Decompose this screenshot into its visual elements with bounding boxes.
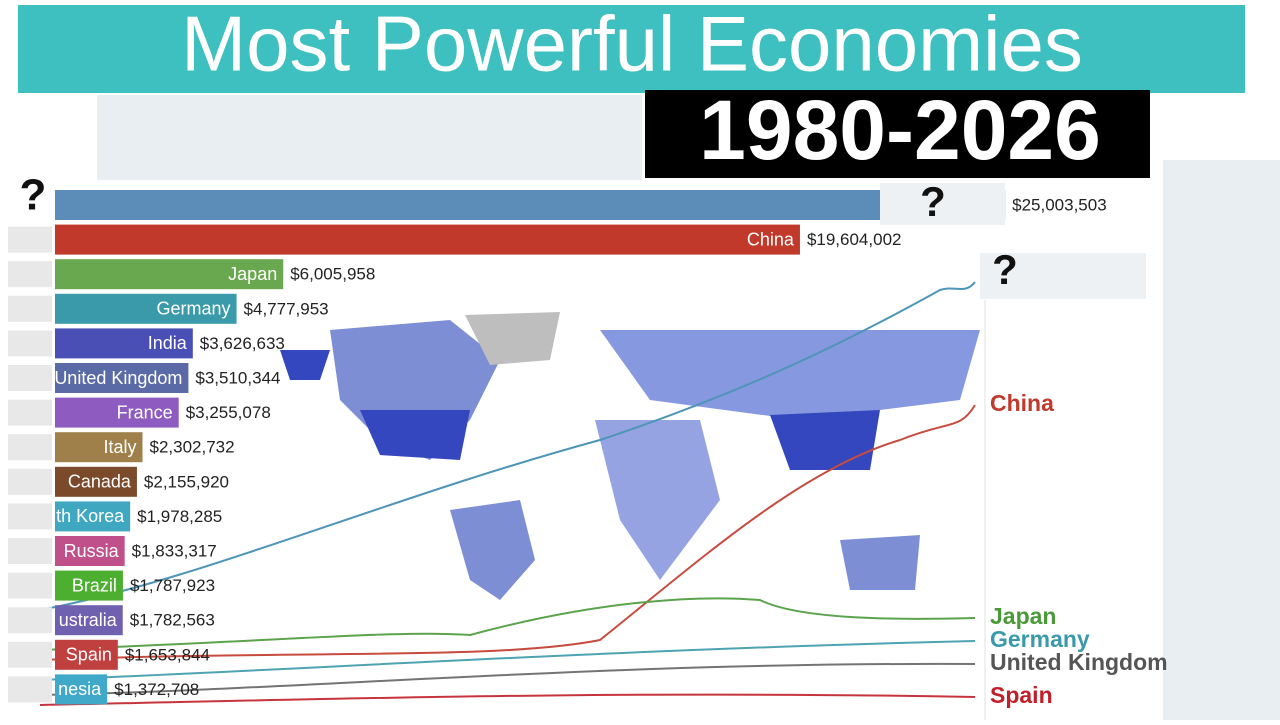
value-label: $2,155,920 xyxy=(144,472,229,491)
value-label: $6,005,958 xyxy=(290,265,375,284)
bar xyxy=(55,328,193,359)
bar-label: Spain xyxy=(66,645,112,665)
bar xyxy=(55,536,125,566)
bar-label: Japan xyxy=(228,264,277,284)
flag xyxy=(8,641,52,668)
world-map xyxy=(39,281,986,720)
line-label: Germany xyxy=(990,626,1090,652)
flag xyxy=(8,330,52,357)
bar xyxy=(55,259,284,290)
bar-label: China xyxy=(747,229,795,249)
bar xyxy=(55,397,179,428)
value-label: $1,978,285 xyxy=(137,507,222,526)
bar xyxy=(55,363,189,393)
bar-label: ustralia xyxy=(59,610,118,630)
subtitle-box xyxy=(645,90,1150,178)
bar-label: United Kingdom xyxy=(54,368,182,388)
mystery-box xyxy=(980,253,1146,299)
value-label: $25,003,503 xyxy=(1012,195,1107,214)
value-label: $1,787,923 xyxy=(130,576,215,595)
value-label: $2,302,732 xyxy=(150,438,235,457)
line-label: United Kingdom xyxy=(990,649,1168,675)
line-label: Spain xyxy=(990,682,1053,708)
bar xyxy=(55,190,1006,220)
value-label: $1,372,708 xyxy=(114,680,199,699)
line-label: China xyxy=(990,390,1054,416)
bar-label: India xyxy=(148,333,188,353)
value-label: $3,255,078 xyxy=(186,403,271,422)
flag xyxy=(8,399,52,426)
bar xyxy=(55,293,237,324)
value-label: $1,782,563 xyxy=(130,611,215,630)
mystery-box xyxy=(880,183,1005,225)
bar-label: th Korea xyxy=(56,506,125,526)
panel xyxy=(1163,160,1280,720)
bar-label: Canada xyxy=(68,472,132,492)
value-label: $3,510,344 xyxy=(195,368,280,387)
bar-label: Russia xyxy=(64,541,120,561)
bar xyxy=(55,432,143,463)
bar xyxy=(55,605,123,636)
mystery-mark: ? xyxy=(20,171,47,220)
panel xyxy=(97,95,642,180)
line-label: Japan xyxy=(990,603,1056,629)
value-label: $1,833,317 xyxy=(132,541,217,560)
bar-label: Italy xyxy=(103,437,136,457)
bar xyxy=(55,466,137,497)
bar xyxy=(55,639,118,670)
flag xyxy=(8,295,52,322)
flag xyxy=(8,261,52,288)
flag xyxy=(8,434,52,461)
flag xyxy=(8,226,52,253)
flag xyxy=(8,503,52,530)
flag xyxy=(8,607,52,634)
bar xyxy=(55,674,108,705)
mystery-box xyxy=(0,175,55,220)
bar-label: France xyxy=(117,402,173,422)
mystery-mark: ? xyxy=(992,246,1018,293)
bar-label: Brazil xyxy=(72,575,117,595)
flag xyxy=(8,365,52,391)
flag xyxy=(8,468,52,495)
title: Most Powerful Economies xyxy=(181,0,1083,88)
flag xyxy=(8,538,52,564)
bar xyxy=(55,570,123,601)
title-band xyxy=(18,5,1245,93)
bar-label: nesia xyxy=(58,679,102,699)
flag xyxy=(8,676,52,703)
subtitle: 1980-2026 xyxy=(699,83,1101,177)
flag xyxy=(8,572,52,599)
value-label: $19,604,002 xyxy=(807,230,902,249)
value-label: $1,653,844 xyxy=(125,645,210,664)
bar-label: Germany xyxy=(157,299,231,319)
value-label: $4,777,953 xyxy=(244,299,329,318)
bars: ? $25,003,503 China $19,604,002 Japan $6,005,… xyxy=(8,190,1107,705)
mystery-mark: ? xyxy=(920,178,946,225)
bar xyxy=(55,224,800,255)
bar xyxy=(55,501,131,532)
value-label: $3,626,633 xyxy=(200,334,285,353)
